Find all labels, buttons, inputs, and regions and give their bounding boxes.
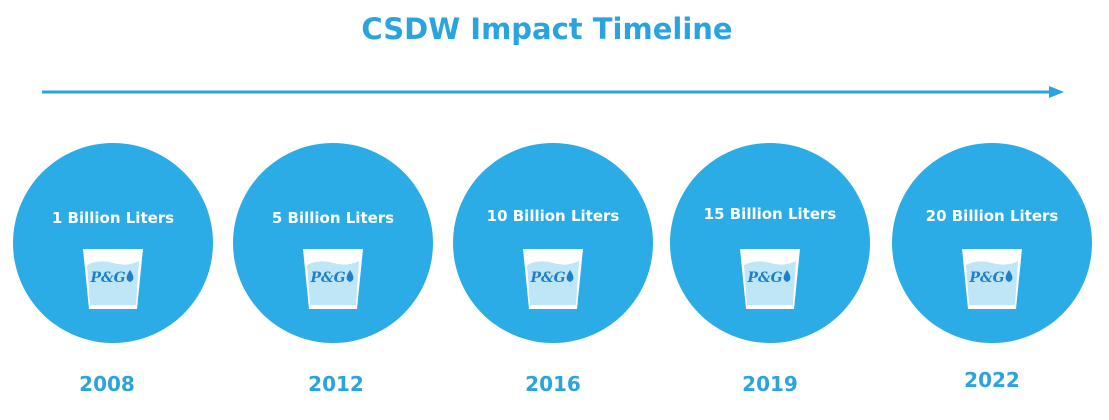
milestone-label: 20 Billion Liters	[925, 207, 1059, 225]
milestone-circle-2008: 1 Billion Liters P&G	[13, 143, 213, 343]
milestone-label: 5 Billion Liters	[271, 209, 395, 227]
milestone-label: 15 Billion Liters	[703, 205, 837, 223]
milestone-circle-2016: 10 Billion Liters P&G	[453, 143, 653, 343]
year-label: 2022	[964, 368, 1020, 392]
svg-text:P&G: P&G	[746, 270, 782, 286]
year-label: 2016	[525, 372, 581, 396]
pg-cup-icon: P&G	[962, 249, 1022, 309]
arrow-head-icon	[1049, 86, 1064, 98]
milestone-label: 1 Billion Liters	[51, 209, 175, 227]
milestone-label: 10 Billion Liters	[486, 207, 620, 225]
svg-text:P&G: P&G	[529, 270, 565, 286]
pg-cup-icon: P&G	[303, 249, 363, 309]
timeline-arrow	[42, 86, 1064, 98]
pg-cup-icon: P&G	[740, 249, 800, 309]
year-label: 2019	[742, 372, 798, 396]
svg-text:P&G: P&G	[89, 270, 125, 286]
milestone-circle-2022: 20 Billion Liters P&G	[892, 143, 1092, 343]
pg-cup-icon: P&G	[83, 249, 143, 309]
svg-text:P&G: P&G	[968, 270, 1004, 286]
svg-text:P&G: P&G	[309, 270, 345, 286]
page-title: CSDW Impact Timeline	[361, 12, 733, 46]
milestone-circle-2019: 15 Billion Liters P&G	[670, 143, 870, 343]
milestone-circle-2012: 5 Billion Liters P&G	[233, 143, 433, 343]
year-label: 2008	[79, 372, 135, 396]
pg-cup-icon: P&G	[523, 249, 583, 309]
year-label: 2012	[308, 372, 364, 396]
